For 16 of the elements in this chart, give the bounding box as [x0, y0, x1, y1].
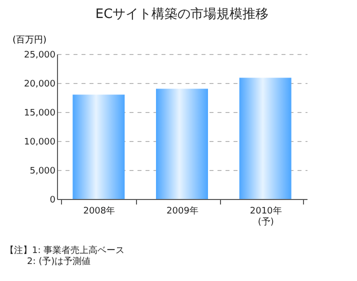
text: 【注】1: 事業者売上高ベース	[5, 245, 125, 256]
chart-title: ECサイト構築の市場規模推移	[95, 7, 269, 22]
x-tick-label: 2010年 (予)	[250, 206, 282, 228]
x-tick-label: 2008年	[83, 206, 116, 216]
y-tick-label: 5,000	[30, 166, 56, 176]
y-tick-label: 0	[50, 196, 56, 206]
y-tick-label: 15,000	[24, 108, 56, 118]
y-tick-label: 20,000	[24, 80, 56, 90]
y-tick-label: 25,000	[24, 50, 56, 60]
bar	[72, 94, 125, 199]
bar	[239, 78, 292, 199]
text: 2: (予)は予測値	[27, 256, 91, 267]
x-tick-label: 2009年	[166, 206, 198, 216]
bar	[156, 88, 208, 199]
y-axis-title: (百万円)	[12, 36, 47, 46]
y-tick-label: 10,000	[24, 138, 56, 148]
